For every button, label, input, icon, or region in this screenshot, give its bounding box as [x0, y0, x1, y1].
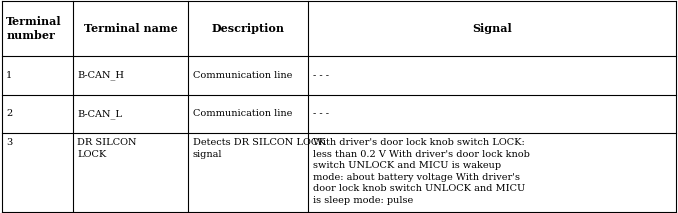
Text: Terminal name: Terminal name — [84, 23, 178, 34]
Text: Description: Description — [212, 23, 285, 34]
Text: - - -: - - - — [313, 71, 329, 80]
Text: Terminal
number: Terminal number — [6, 16, 62, 41]
Text: - - -: - - - — [313, 109, 329, 118]
Text: Detects DR SILCON LOCK
signal: Detects DR SILCON LOCK signal — [193, 138, 325, 159]
Text: 1: 1 — [6, 71, 12, 80]
Text: Communication line: Communication line — [193, 71, 292, 80]
Text: DR SILCON
LOCK: DR SILCON LOCK — [77, 138, 137, 159]
Text: Signal: Signal — [473, 23, 512, 34]
Text: 2: 2 — [6, 109, 12, 118]
Text: B-CAN_H: B-CAN_H — [77, 71, 124, 81]
Text: With driver's door lock knob switch LOCK:
less than 0.2 V With driver's door loc: With driver's door lock knob switch LOCK… — [313, 138, 530, 205]
Text: B-CAN_L: B-CAN_L — [77, 109, 122, 119]
Text: 3: 3 — [6, 138, 12, 147]
Text: Communication line: Communication line — [193, 109, 292, 118]
